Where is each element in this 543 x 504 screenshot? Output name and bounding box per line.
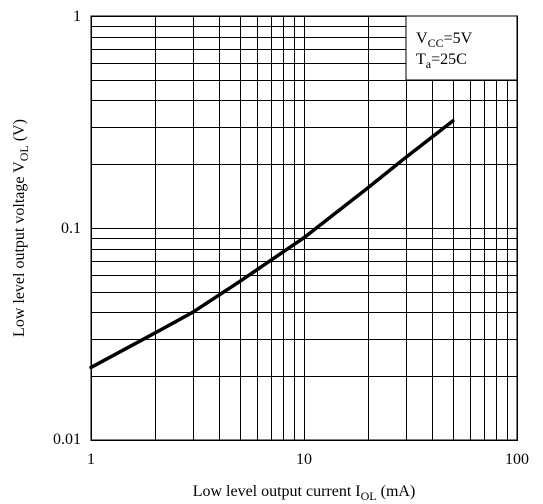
y-axis-label-tail: (V)	[11, 119, 28, 145]
legend-ta: Ta=25C	[416, 51, 467, 71]
series-line	[89, 119, 455, 370]
x-axis-label: Low level output current IOL (mA)	[193, 483, 416, 503]
y-axis-label-sub: OL	[17, 145, 31, 161]
x-tick-labels: 1 10 100	[87, 451, 529, 468]
y-axis-label-main: Low level output voltage V	[11, 161, 28, 337]
data-curve	[89, 119, 455, 370]
y-tick-label: 0.1	[61, 220, 81, 237]
x-axis-label-sub: OL	[361, 489, 377, 503]
plot-frame	[90, 15, 518, 441]
y-tick-label: 1	[73, 8, 81, 25]
y-tick-label: 0.01	[53, 431, 81, 448]
x-axis-label-tail: (mA)	[377, 483, 416, 500]
legend-vcc: VCC=5V	[416, 30, 473, 50]
x-axis-label-main: Low level output current I	[193, 483, 361, 500]
legend-box: VCC=5V Ta=25C	[405, 15, 518, 81]
x-tick-label: 10	[296, 451, 312, 468]
y-tick-labels: 1 0.1 0.01	[53, 8, 81, 448]
x-tick-label: 100	[505, 451, 529, 468]
x-tick-label: 1	[87, 451, 95, 468]
y-axis-label: Low level output voltage VOL (V)	[11, 119, 31, 337]
